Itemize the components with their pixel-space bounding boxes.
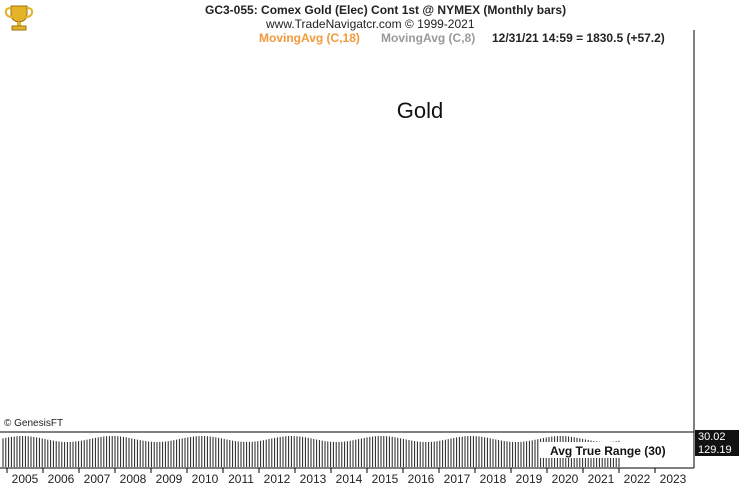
atr-label-bg <box>540 442 690 458</box>
x-tick-label-16: 2021 <box>588 472 615 486</box>
atr-reading-badge-2 <box>695 443 739 456</box>
legend-ma8: MovingAvg (C,8) <box>381 31 476 45</box>
x-tick-label-10: 2015 <box>372 472 399 486</box>
x-tick-label-18: 2023 <box>660 472 687 486</box>
x-tick-label-15: 2020 <box>552 472 579 486</box>
x-tick-label-14: 2019 <box>516 472 543 486</box>
x-tick-label-11: 2016 <box>408 472 435 486</box>
x-tick-label-3: 2008 <box>120 472 147 486</box>
chart-title: Gold <box>397 98 443 123</box>
x-tick-label-4: 2009 <box>156 472 183 486</box>
atr-reading-1: 30.02 <box>698 431 726 443</box>
x-tick-label-12: 2017 <box>444 472 471 486</box>
x-tick-label-1: 2006 <box>48 472 75 486</box>
x-tick-label-17: 2022 <box>624 472 651 486</box>
x-tick-label-5: 2010 <box>192 472 219 486</box>
x-tick-label-6: 2011 <box>228 472 254 486</box>
x-tick-label-13: 2018 <box>480 472 507 486</box>
x-tick-label-2: 2007 <box>84 472 111 486</box>
x-tick-label-7: 2012 <box>264 472 291 486</box>
chart-header-title: GC3-055: Comex Gold (Elec) Cont 1st @ NY… <box>205 3 567 17</box>
chart-header-site: www.TradeNavigatcr.com © 1999-2021 <box>266 17 475 31</box>
trophy-logo-icon <box>2 2 36 32</box>
atr-reading-2: 129.19 <box>698 444 732 456</box>
data-credit: © GenesisFT <box>4 418 63 429</box>
atr-label: Avg True Range (30) <box>550 444 666 458</box>
last-quote: 12/31/21 14:59 = 1830.5 (+57.2) <box>492 31 665 45</box>
x-tick-label-0: 2005 <box>12 472 39 486</box>
x-tick-label-9: 2014 <box>336 472 363 486</box>
atr-reading-badge-1 <box>695 430 739 443</box>
x-tick-label-8: 2013 <box>300 472 327 486</box>
legend-ma18: MovingAvg (C,18) <box>259 31 360 45</box>
